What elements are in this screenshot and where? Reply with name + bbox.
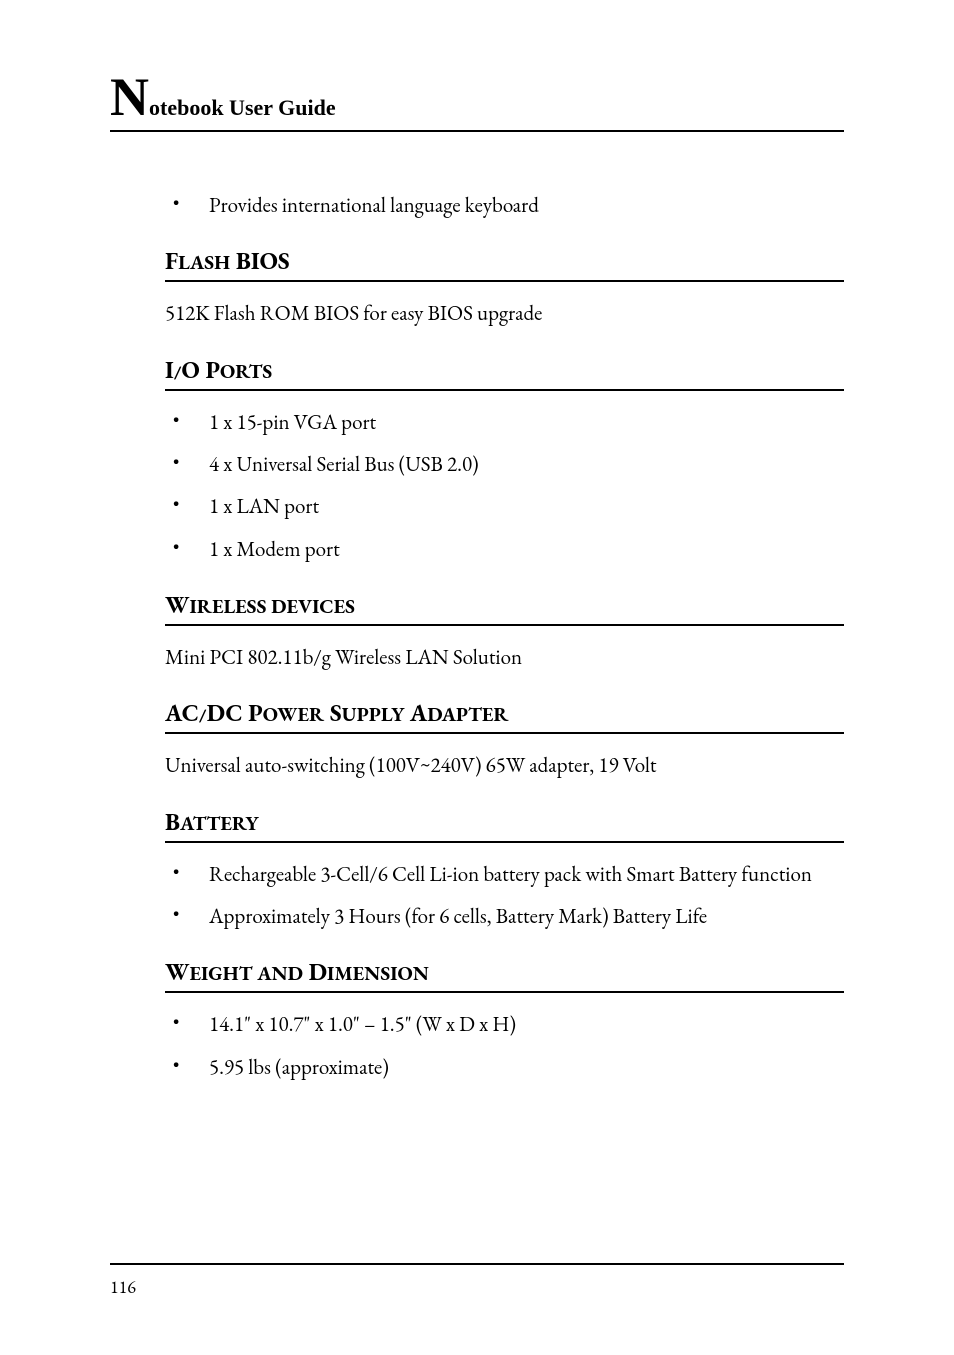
list-item: 1 x 15-pin VGA port xyxy=(165,409,844,437)
heading-cap: F xyxy=(165,246,178,277)
page: Notebook User Guide Provides internation… xyxy=(0,0,954,1355)
heading-part: AC/DC P xyxy=(165,698,263,729)
weight-list: 14.1" x 10.7" x 1.0" – 1.5" (W x D x H) … xyxy=(165,1011,844,1082)
flash-bios-body: 512K Flash ROM BIOS for easy BIOS upgrad… xyxy=(165,300,844,328)
heading-rest: ATTERY xyxy=(180,810,258,836)
section-heading-acdc: AC/DC POWER SUPPLY ADAPTER xyxy=(165,698,844,734)
heading-rest: LASH xyxy=(178,249,230,275)
list-item: Rechargeable 3-Cell/6 Cell Li-ion batter… xyxy=(165,861,844,889)
heading-rest: UPPLY xyxy=(342,701,405,727)
header-drop-cap: N xyxy=(110,70,149,124)
io-ports-list: 1 x 15-pin VGA port 4 x Universal Serial… xyxy=(165,409,844,564)
wireless-body: Mini PCI 802.11b/g Wireless LAN Solution xyxy=(165,644,844,672)
heading-rest: IRELESS DEVICES xyxy=(189,593,354,619)
heading-part: A xyxy=(404,698,427,729)
section-heading-wireless: WIRELESS DEVICES xyxy=(165,590,844,626)
heading-part: S xyxy=(324,698,342,729)
heading-rest: DAPTER xyxy=(427,701,508,727)
list-item: 1 x LAN port xyxy=(165,493,844,521)
page-number: 116 xyxy=(110,1276,136,1299)
top-bullet-list: Provides international language keyboard xyxy=(165,192,844,220)
page-content: Provides international language keyboard… xyxy=(165,192,844,1082)
header-title: otebook User Guide xyxy=(149,95,336,120)
footer-rule xyxy=(110,1263,844,1265)
battery-list: Rechargeable 3-Cell/6 Cell Li-ion batter… xyxy=(165,861,844,932)
list-item: 14.1" x 10.7" x 1.0" – 1.5" (W x D x H) xyxy=(165,1011,844,1039)
page-header: Notebook User Guide xyxy=(110,70,844,132)
heading-rest: IMENSION xyxy=(327,960,429,986)
heading-rest: OWER xyxy=(263,701,324,727)
list-item: 5.95 lbs (approximate) xyxy=(165,1054,844,1082)
list-item: 4 x Universal Serial Bus (USB 2.0) xyxy=(165,451,844,479)
heading-cap: D xyxy=(303,957,327,988)
list-item: 1 x Modem port xyxy=(165,536,844,564)
heading-rest: ORTS xyxy=(220,358,272,384)
section-heading-io-ports: I/O PORTS xyxy=(165,355,844,391)
heading-cap: I/O P xyxy=(165,355,220,386)
heading-rest: EIGHT AND xyxy=(189,960,302,986)
section-heading-flash-bios: FLASH BIOS xyxy=(165,246,844,282)
heading-cap: B xyxy=(165,807,180,838)
list-item: Approximately 3 Hours (for 6 cells, Batt… xyxy=(165,903,844,931)
section-heading-weight: WEIGHT AND DIMENSION xyxy=(165,957,844,993)
heading-word: BIOS xyxy=(236,246,290,277)
heading-cap: W xyxy=(165,957,189,988)
list-item: Provides international language keyboard xyxy=(165,192,844,220)
heading-cap: W xyxy=(165,590,189,621)
acdc-body: Universal auto-switching (100V~240V) 65W… xyxy=(165,752,844,780)
section-heading-battery: BATTERY xyxy=(165,807,844,843)
